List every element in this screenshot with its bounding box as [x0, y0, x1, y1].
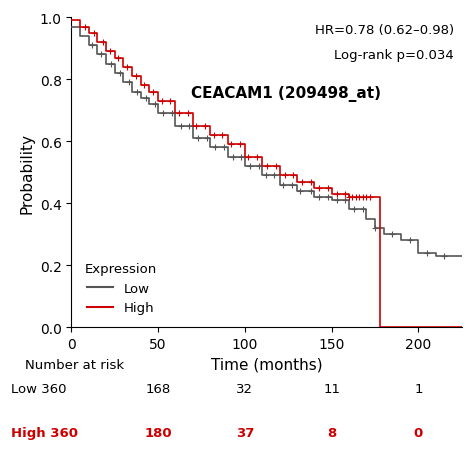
Text: 1: 1 — [414, 383, 423, 395]
Text: 0: 0 — [414, 426, 423, 439]
Text: 11: 11 — [323, 383, 340, 395]
Text: Number at risk: Number at risk — [25, 359, 124, 371]
Text: 168: 168 — [146, 383, 171, 395]
Text: 37: 37 — [236, 426, 254, 439]
Text: CEACAM1 (209498_at): CEACAM1 (209498_at) — [191, 86, 381, 102]
Text: 180: 180 — [144, 426, 172, 439]
Y-axis label: Probability: Probability — [19, 132, 34, 213]
Text: High 360: High 360 — [10, 426, 78, 439]
Legend: Low, High: Low, High — [78, 256, 163, 321]
Text: 32: 32 — [237, 383, 253, 395]
Text: Log-rank p=0.034: Log-rank p=0.034 — [334, 49, 454, 62]
X-axis label: Time (months): Time (months) — [211, 357, 322, 372]
Text: Low 360: Low 360 — [10, 383, 66, 395]
Text: 8: 8 — [327, 426, 336, 439]
Text: HR=0.78 (0.62–0.98): HR=0.78 (0.62–0.98) — [315, 25, 454, 37]
